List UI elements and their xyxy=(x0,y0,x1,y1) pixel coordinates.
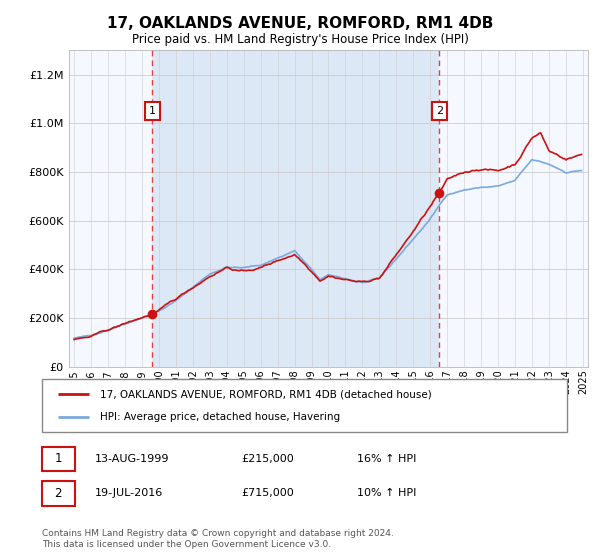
Text: 17, OAKLANDS AVENUE, ROMFORD, RM1 4DB (detached house): 17, OAKLANDS AVENUE, ROMFORD, RM1 4DB (d… xyxy=(100,389,431,399)
Text: 10% ↑ HPI: 10% ↑ HPI xyxy=(357,488,416,498)
Text: 13-AUG-1999: 13-AUG-1999 xyxy=(95,454,169,464)
Text: 1: 1 xyxy=(55,452,62,465)
Text: Price paid vs. HM Land Registry's House Price Index (HPI): Price paid vs. HM Land Registry's House … xyxy=(131,32,469,46)
Text: 2: 2 xyxy=(55,487,62,500)
Text: HPI: Average price, detached house, Havering: HPI: Average price, detached house, Have… xyxy=(100,412,340,422)
Text: 2: 2 xyxy=(436,106,443,116)
FancyBboxPatch shape xyxy=(42,446,74,471)
Text: 17, OAKLANDS AVENUE, ROMFORD, RM1 4DB: 17, OAKLANDS AVENUE, ROMFORD, RM1 4DB xyxy=(107,16,493,31)
Text: £715,000: £715,000 xyxy=(241,488,294,498)
FancyBboxPatch shape xyxy=(42,481,74,506)
Text: 19-JUL-2016: 19-JUL-2016 xyxy=(95,488,163,498)
Text: £215,000: £215,000 xyxy=(241,454,294,464)
FancyBboxPatch shape xyxy=(42,379,567,432)
Text: 1: 1 xyxy=(149,106,156,116)
Text: Contains HM Land Registry data © Crown copyright and database right 2024.
This d: Contains HM Land Registry data © Crown c… xyxy=(42,529,394,549)
Bar xyxy=(152,50,439,367)
Text: 16% ↑ HPI: 16% ↑ HPI xyxy=(357,454,416,464)
